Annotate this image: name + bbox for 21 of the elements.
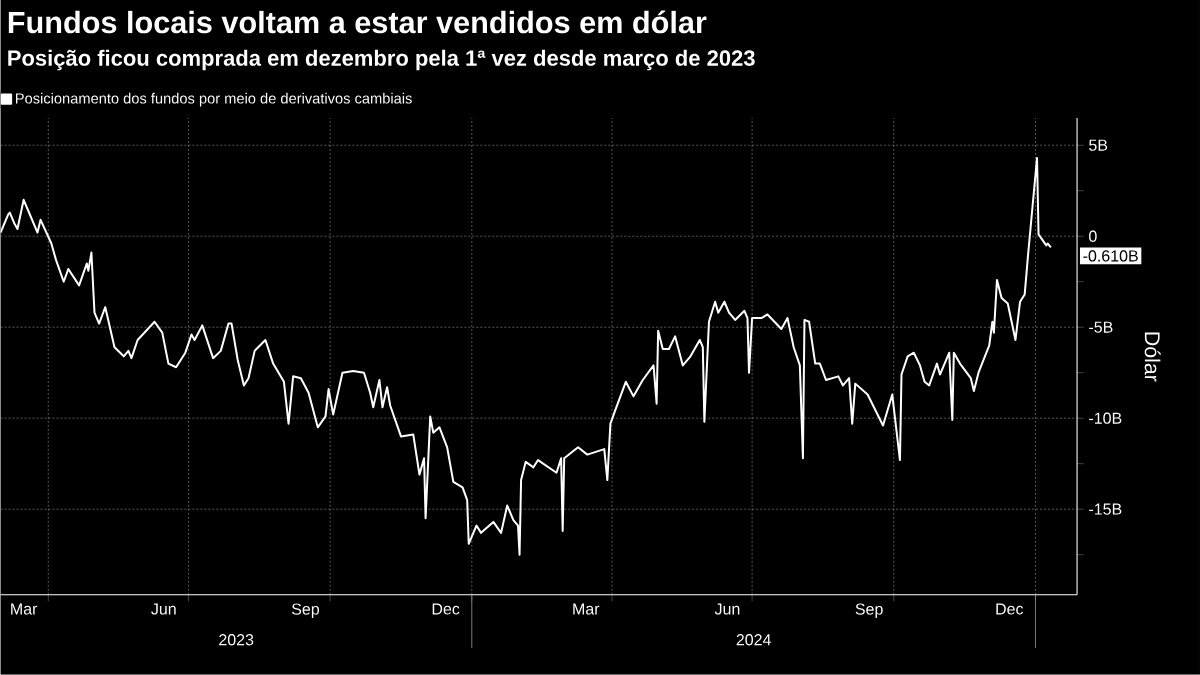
chart-title: Fundos locais voltam a estar vendidos em dólar: [8, 10, 707, 34]
y-tick-label: -5B: [1089, 321, 1113, 333]
x-tick-label: Sep: [291, 603, 320, 619]
line-series: [0, 157, 1052, 556]
x-tick-label: Jun: [151, 603, 176, 615]
text: 2023: [219, 634, 254, 646]
x-tick-label: Dec: [996, 603, 1024, 615]
x-tick-label: Mar: [573, 603, 600, 615]
x-tick-label: Sep: [855, 603, 883, 619]
y-axis-title: Dólar: [1144, 332, 1161, 382]
chart-subtitle: Posição ficou comprada em dezembro pela 1ª vez desde março de 2023: [8, 49, 755, 71]
y-tick-label: -15B: [1089, 503, 1122, 515]
y-tick-label: 5B: [1089, 139, 1108, 151]
annotation: -0.610B: [1083, 250, 1138, 262]
legend-label: Posicionamento dos fundos por meio de derivativos cambiais: [16, 93, 412, 107]
x-tick-label: Dec: [432, 603, 460, 615]
text: 2024: [736, 634, 771, 646]
x-tick-label: Mar: [11, 603, 38, 615]
x-tick-label: Jun: [714, 603, 740, 615]
y-tick-label: -10B: [1089, 412, 1122, 425]
y-tick-label: 0: [1089, 230, 1097, 243]
